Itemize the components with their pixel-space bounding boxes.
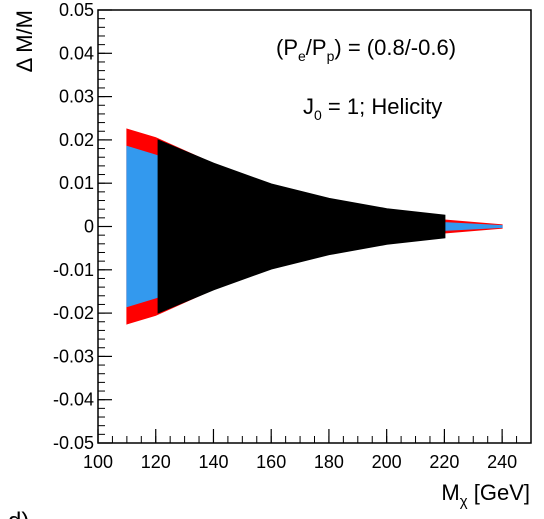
y-tick-label: 0 bbox=[84, 217, 94, 237]
ticks bbox=[97, 9, 532, 444]
x-tick-label: 120 bbox=[141, 452, 171, 472]
y-tick-label: -0.03 bbox=[53, 346, 94, 366]
x-tick-label: 180 bbox=[314, 452, 344, 472]
y-tick-label: -0.01 bbox=[53, 260, 94, 280]
y-tick-label: 0.03 bbox=[59, 87, 94, 107]
panel-label: d) bbox=[8, 508, 29, 519]
x-axis-title: Mχ [GeV] bbox=[441, 480, 530, 510]
black-band bbox=[157, 139, 446, 314]
y-tick-label: -0.05 bbox=[53, 433, 94, 453]
x-tick-label: 160 bbox=[256, 452, 286, 472]
polarization-annotation: (Pe/Pp) = (0.8/-0.6) bbox=[276, 35, 456, 64]
y-tick-labels: 0.05 0.04 0.03 0.02 0.01 0 -0.01 -0.02 -0.03 -0.0… bbox=[53, 0, 94, 453]
y-tick-label: 0.01 bbox=[59, 173, 94, 193]
x-tick-label: 200 bbox=[372, 452, 402, 472]
y-tick-label: -0.04 bbox=[53, 390, 94, 410]
x-tick-labels: 100 120 140 160 180 200 220 240 bbox=[83, 452, 517, 472]
bands bbox=[126, 128, 503, 325]
x-tick-label: 100 bbox=[83, 452, 113, 472]
x-tick-label: 220 bbox=[429, 452, 459, 472]
y-tick-label: -0.02 bbox=[53, 303, 94, 323]
x-tick-label: 240 bbox=[487, 452, 517, 472]
y-tick-label: 0.02 bbox=[59, 130, 94, 150]
x-tick-label: 140 bbox=[198, 452, 228, 472]
y-tick-label: 0.05 bbox=[59, 0, 94, 20]
model-annotation: J0 = 1; Helicity bbox=[303, 94, 442, 123]
y-tick-label: 0.04 bbox=[59, 43, 94, 63]
y-axis-title: Δ M/M bbox=[12, 10, 37, 72]
